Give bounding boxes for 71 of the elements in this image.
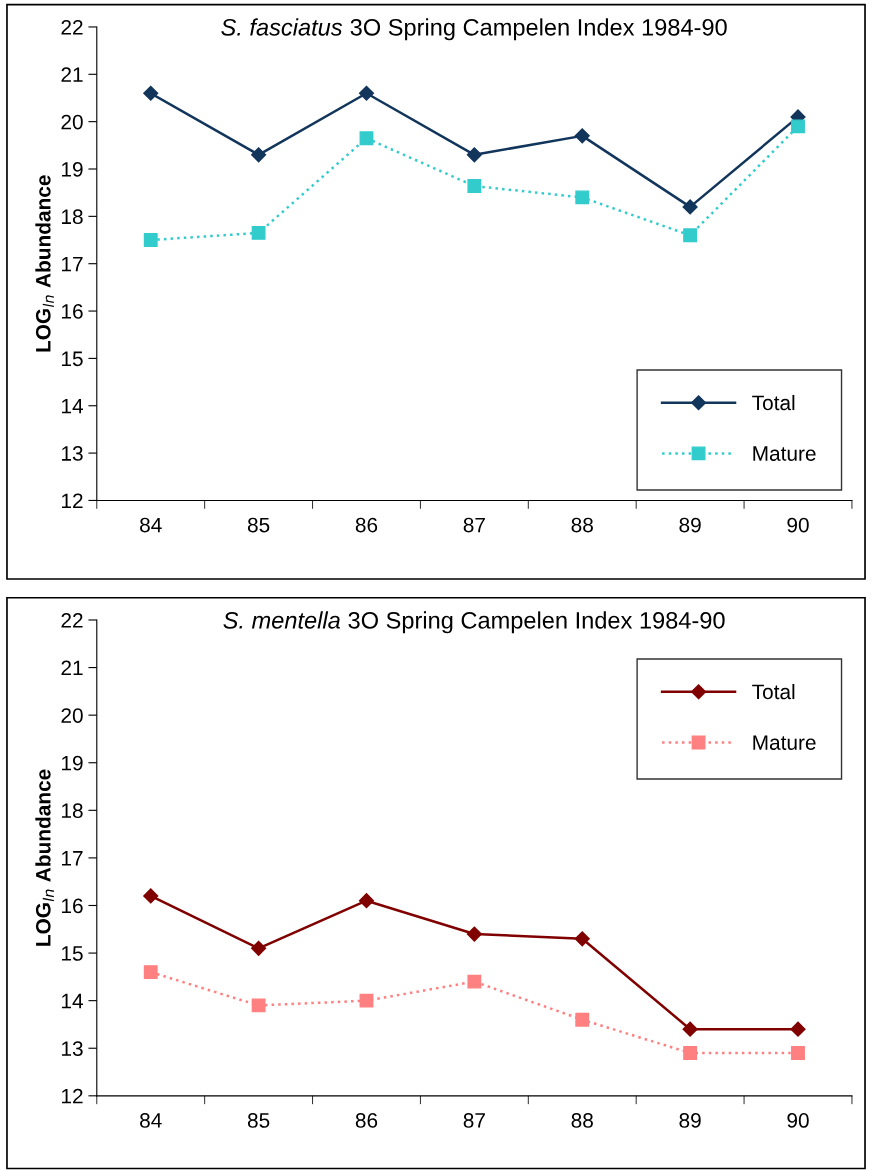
point bbox=[683, 228, 698, 243]
y-tick-label: 19 bbox=[62, 162, 83, 177]
y-tick-label: 17 bbox=[62, 851, 83, 866]
x-tick-label: 88 bbox=[571, 1113, 593, 1128]
point bbox=[575, 190, 590, 205]
y-tick-label: 16 bbox=[62, 898, 83, 914]
x-tick-label: 88 bbox=[571, 517, 593, 533]
point bbox=[143, 965, 158, 980]
point bbox=[467, 974, 482, 989]
x-tick-label: 90 bbox=[787, 517, 809, 533]
point bbox=[467, 179, 482, 193]
y-tick-label: 14 bbox=[62, 993, 83, 1009]
y-tick-label: 20 bbox=[61, 114, 83, 130]
legend-label: Total bbox=[752, 394, 795, 411]
chart-title: S. fasciatus 3O Spring Campelen Index 1984-90 bbox=[221, 18, 727, 41]
point bbox=[251, 225, 266, 240]
y-tick-label: 12 bbox=[62, 493, 83, 508]
y-tick-label: 20 bbox=[61, 708, 83, 723]
point bbox=[359, 993, 374, 1008]
point bbox=[791, 119, 805, 134]
point bbox=[575, 1012, 590, 1027]
point bbox=[251, 147, 267, 163]
y-tick-label: 16 bbox=[62, 304, 83, 319]
y-tick-label: 12 bbox=[62, 1088, 83, 1104]
y-tick-label: 18 bbox=[62, 803, 83, 819]
x-tick-label: 85 bbox=[247, 1113, 270, 1128]
point bbox=[143, 888, 159, 904]
x-tick-label: 87 bbox=[463, 1113, 485, 1128]
y-tick-label: 17 bbox=[62, 256, 83, 272]
y-tick-label: 15 bbox=[62, 946, 83, 961]
y-tick-label: 15 bbox=[62, 351, 83, 367]
y-tick-label: 21 bbox=[61, 660, 83, 676]
point bbox=[358, 85, 375, 101]
y-tick-label: 21 bbox=[61, 67, 83, 82]
y-tick-label: 13 bbox=[62, 1041, 83, 1056]
point bbox=[682, 1021, 698, 1037]
legend-label: Mature bbox=[753, 446, 816, 461]
y-tick-label: 22 bbox=[61, 612, 83, 628]
y-axis-title: LOG$_{ln}$ Abundance bbox=[35, 769, 54, 946]
chart-title: S. mentella 3O Spring Campelen Index 1984-90 bbox=[223, 611, 725, 634]
legend-label: Mature bbox=[753, 735, 816, 750]
point bbox=[682, 199, 698, 215]
x-tick-label: 89 bbox=[679, 1113, 701, 1128]
point bbox=[251, 998, 266, 1013]
point bbox=[466, 926, 482, 942]
x-tick-label: 87 bbox=[463, 517, 485, 533]
point bbox=[143, 233, 158, 247]
point bbox=[466, 147, 482, 163]
x-tick-label: 86 bbox=[355, 1113, 378, 1128]
legend-label: Total bbox=[752, 683, 795, 700]
y-tick-label: 19 bbox=[62, 755, 83, 771]
point bbox=[683, 1046, 698, 1060]
x-tick-label: 86 bbox=[355, 517, 378, 533]
y-tick-label: 18 bbox=[62, 209, 83, 225]
point bbox=[791, 1046, 805, 1060]
y-tick-label: 14 bbox=[62, 398, 83, 414]
x-tick-label: 85 bbox=[247, 517, 270, 533]
x-tick-label: 84 bbox=[140, 517, 162, 533]
point bbox=[790, 1021, 806, 1037]
point bbox=[143, 85, 159, 101]
y-axis-title: LOG$_{ln}$ Abundance bbox=[35, 175, 54, 352]
point bbox=[251, 940, 267, 956]
x-tick-label: 89 bbox=[679, 517, 701, 533]
point bbox=[574, 931, 590, 947]
point bbox=[358, 893, 375, 909]
point bbox=[574, 128, 590, 144]
point bbox=[359, 131, 374, 146]
x-tick-label: 90 bbox=[787, 1113, 809, 1128]
x-tick-label: 84 bbox=[140, 1113, 162, 1128]
y-tick-label: 13 bbox=[62, 446, 83, 461]
y-tick-label: 22 bbox=[61, 19, 83, 35]
